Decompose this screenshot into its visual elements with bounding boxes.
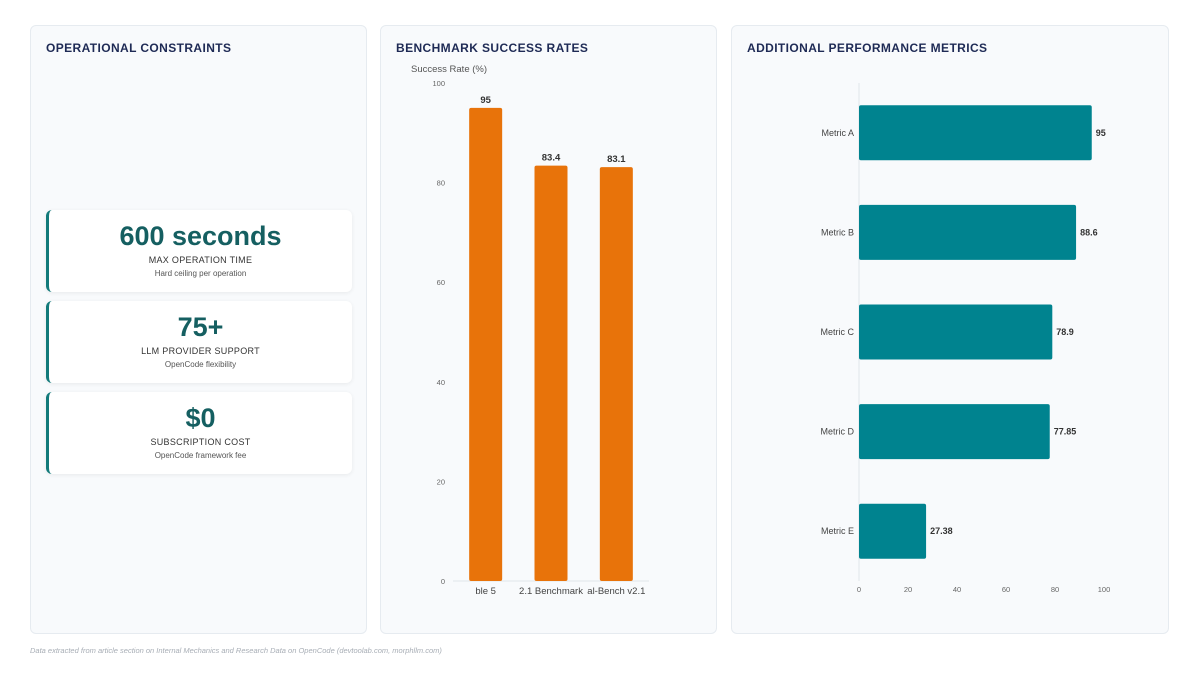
kpi-label: MAX OPERATION TIME bbox=[148, 255, 253, 265]
bar-metric-d bbox=[859, 404, 1050, 460]
benchmark-bar-chart: Success Rate (%) 0 20 40 60 80 100 95 ble 5 83.4 2… bbox=[411, 64, 649, 597]
x-category-label: ble 5 bbox=[475, 586, 496, 597]
bar-value-label: 78.9 bbox=[1056, 327, 1074, 337]
y-tick-label: 20 bbox=[437, 477, 445, 486]
x-tick-label: 60 bbox=[1002, 585, 1010, 594]
panel-title-benchmark: BENCHMARK SUCCESS RATES bbox=[396, 41, 589, 55]
kpi-value: 75+ bbox=[177, 312, 224, 342]
kpi-subtitle: Hard ceiling per operation bbox=[154, 269, 247, 278]
y-tick-label: 80 bbox=[437, 179, 445, 188]
bar-1 bbox=[469, 107, 503, 582]
bar-metric-e bbox=[859, 503, 927, 559]
kpi-card-subscription-cost: $0 SUBSCRIPTION COST OpenCode framework … bbox=[46, 392, 352, 474]
kpi-subtitle: OpenCode flexibility bbox=[164, 360, 237, 369]
bar-2 bbox=[534, 165, 568, 581]
bar-value-label: 77.85 bbox=[1054, 427, 1077, 437]
x-tick-label: 0 bbox=[857, 585, 861, 594]
y-tick-label: 0 bbox=[441, 577, 445, 586]
bar-value-label: 83.1 bbox=[607, 154, 626, 165]
bar-value-label: 95 bbox=[1096, 128, 1106, 138]
kpi-label: LLM PROVIDER SUPPORT bbox=[141, 346, 260, 356]
bar-metric-c bbox=[859, 304, 1053, 360]
kpi-card-max-operation-time: 600 seconds MAX OPERATION TIME Hard ceil… bbox=[46, 210, 352, 292]
y-category-label: Metric B bbox=[821, 227, 854, 237]
kpi-label: SUBSCRIPTION COST bbox=[150, 437, 251, 447]
y-category-label: Metric D bbox=[821, 427, 855, 437]
kpi-card-llm-provider-support: 75+ LLM PROVIDER SUPPORT OpenCode flexib… bbox=[46, 301, 352, 383]
operational-constraints-panel: OPERATIONAL CONSTRAINTS 600 seconds MAX … bbox=[30, 25, 367, 634]
bar-value-label: 27.38 bbox=[930, 526, 953, 536]
y-axis-title: Success Rate (%) bbox=[411, 64, 487, 75]
panel-title-constraints: OPERATIONAL CONSTRAINTS bbox=[46, 41, 232, 55]
bar-value-label: 83.4 bbox=[542, 153, 561, 164]
kpi-subtitle: OpenCode framework fee bbox=[154, 451, 247, 460]
y-category-label: Metric E bbox=[821, 526, 854, 536]
bar-metric-b bbox=[859, 204, 1077, 260]
bar-value-label: 95 bbox=[480, 95, 491, 106]
x-tick-label: 80 bbox=[1051, 585, 1059, 594]
kpi-value: 600 seconds bbox=[119, 221, 282, 251]
x-tick-label: 40 bbox=[953, 585, 961, 594]
y-tick-label: 60 bbox=[437, 278, 445, 287]
bar-metric-a bbox=[859, 105, 1092, 161]
y-category-label: Metric C bbox=[821, 327, 855, 337]
additional-performance-metrics-panel: ADDITIONAL PERFORMANCE METRICS 0 20 40 60 80… bbox=[731, 25, 1169, 634]
y-category-label: Metric A bbox=[821, 128, 854, 138]
y-tick-label: 100 bbox=[432, 79, 445, 88]
x-tick-label: 100 bbox=[1098, 585, 1111, 594]
y-tick-label: 40 bbox=[437, 378, 445, 387]
benchmark-success-rates-panel: BENCHMARK SUCCESS RATES Success Rate (%)… bbox=[380, 25, 717, 634]
x-tick-label: 20 bbox=[904, 585, 912, 594]
panel-title-metrics: ADDITIONAL PERFORMANCE METRICS bbox=[747, 41, 988, 55]
x-category-label: 2.1 Benchmark bbox=[519, 586, 583, 597]
source-footnote: Data extracted from article section on I… bbox=[30, 646, 442, 655]
bar-3 bbox=[599, 167, 633, 582]
x-category-label: al-Bench v2.1 bbox=[587, 586, 645, 597]
metrics-bar-chart: 0 20 40 60 80 100 Metric A 95 Metric B 88.6 Metric… bbox=[821, 83, 1111, 594]
kpi-value: $0 bbox=[185, 403, 216, 433]
bar-value-label: 88.6 bbox=[1080, 227, 1098, 237]
